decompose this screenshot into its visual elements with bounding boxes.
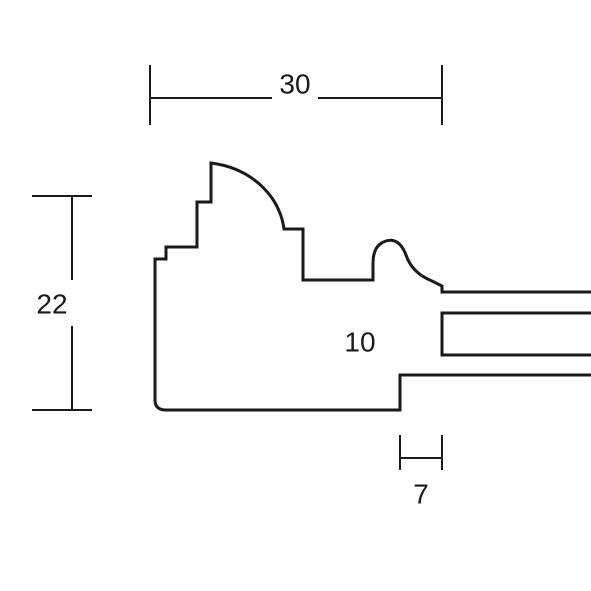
profile-outline (155, 163, 591, 410)
dimension-width-label: 30 (279, 68, 310, 99)
dimension-height-label: 22 (36, 288, 67, 319)
dimension-width: 30 (150, 65, 442, 125)
dimension-rebate-depth-label: 10 (344, 326, 375, 357)
profile-diagram: 30 22 10 7 (0, 0, 591, 591)
dimension-rebate-depth: 10 (344, 326, 375, 357)
dimension-rebate-width-label: 7 (413, 478, 429, 509)
dimension-height: 22 (32, 196, 92, 410)
dimension-rebate-width: 7 (400, 435, 442, 509)
